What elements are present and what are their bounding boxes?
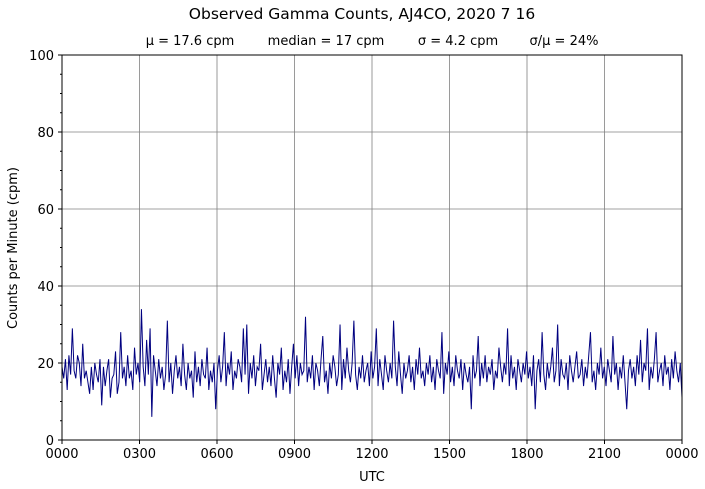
chart-subtitle: μ = 17.6 cpm median = 17 cpm σ = 4.2 cpm…: [146, 34, 599, 49]
x-tick-label: 2100: [588, 447, 621, 462]
x-tick-label: 0000: [665, 447, 698, 462]
y-tick-label: 20: [37, 357, 54, 372]
x-tick-label: 0900: [278, 447, 311, 462]
chart-title: Observed Gamma Counts, AJ4CO, 2020 7 16: [189, 5, 535, 23]
x-tick-label: 0300: [123, 447, 156, 462]
counts-line: [61, 309, 683, 417]
x-tick-label: 0600: [200, 447, 233, 462]
grid: [62, 55, 682, 440]
subtitle-median: median = 17 cpm: [268, 34, 385, 49]
x-axis-label: UTC: [359, 470, 385, 485]
x-tick-label: 1200: [355, 447, 388, 462]
y-tick-label: 0: [46, 434, 54, 449]
subtitle-sigma: σ = 4.2 cpm: [418, 34, 498, 49]
subtitle-mean: μ = 17.6 cpm: [146, 34, 235, 49]
plot-area: [61, 309, 683, 417]
y-axis-label: Counts per Minute (cpm): [6, 167, 21, 329]
y-tick-label: 100: [29, 49, 54, 64]
subtitle-cv: σ/μ = 24%: [530, 34, 599, 49]
axes: 0000 0300 0600 0900 1200 1500 1800 2100 00000204…: [29, 49, 698, 462]
y-tick-label: 40: [37, 280, 54, 295]
y-tick-label: 80: [37, 126, 54, 141]
y-tick-label: 60: [37, 203, 54, 218]
x-tick-label: 1500: [433, 447, 466, 462]
x-tick-label: 0000: [45, 447, 78, 462]
x-tick-label: 1800: [510, 447, 543, 462]
